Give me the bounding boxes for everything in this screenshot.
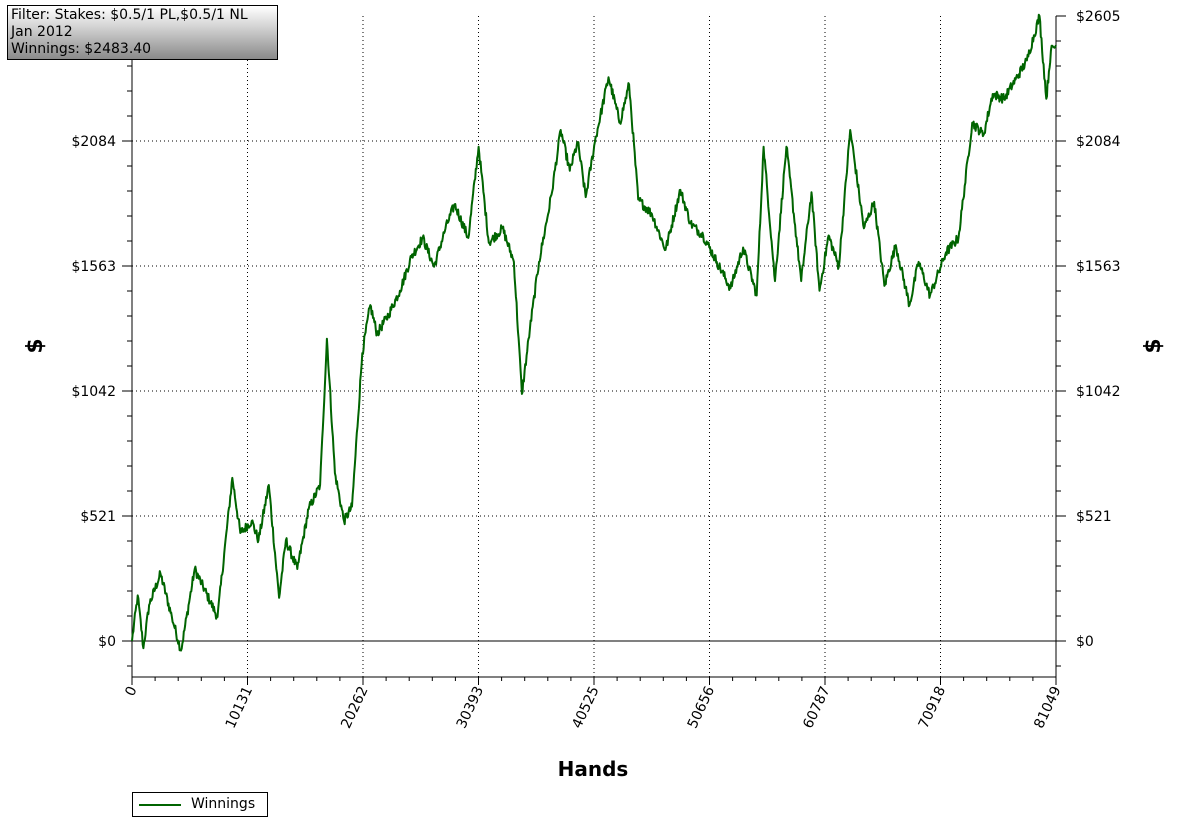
x-tick-label: 0 xyxy=(122,684,140,699)
y-tick-label-left: $0 xyxy=(98,634,116,650)
x-axis-label: Hands xyxy=(558,757,629,781)
y-tick-label-left: $1042 xyxy=(71,384,116,400)
x-tick-label: 81049 xyxy=(1031,684,1064,731)
series-line-winnings xyxy=(131,13,1057,652)
filter-winnings-text: Winnings: $2483.40 xyxy=(11,41,152,57)
legend: Winnings xyxy=(132,792,268,817)
y-axis-label-left: $ xyxy=(23,338,48,353)
x-tick-label: 10131 xyxy=(223,684,256,731)
axis-ticks xyxy=(122,15,1066,685)
y-tick-label-right: $1563 xyxy=(1076,259,1121,275)
x-tick-label: 50656 xyxy=(685,684,718,731)
x-tick-label: 70918 xyxy=(916,684,949,731)
grid-lines xyxy=(132,16,1056,677)
y-tick-label-right: $1042 xyxy=(1076,384,1121,400)
y-tick-label-left: $521 xyxy=(80,509,116,525)
legend-label-winnings: Winnings xyxy=(191,796,256,812)
y-tick-label-right: $2084 xyxy=(1076,134,1121,150)
y-tick-label-right: $0 xyxy=(1076,634,1094,650)
tick-labels: 0 10131 20262 30393 40525 50656 60787 70918 8104… xyxy=(71,9,1120,731)
x-tick-label: 40525 xyxy=(569,684,602,731)
x-tick-label: 20262 xyxy=(338,684,371,731)
y-tick-label-right: $2605 xyxy=(1076,9,1121,25)
x-tick-label: 60787 xyxy=(800,684,833,731)
x-tick-label: 30393 xyxy=(454,684,487,731)
y-tick-label-left: $1563 xyxy=(71,259,116,275)
filter-stakes-text: Filter: Stakes: $0.5/1 PL,$0.5/1 NL xyxy=(11,7,248,23)
legend-swatch-winnings xyxy=(139,804,181,806)
y-axis-label-right: $ xyxy=(1141,338,1166,353)
y-tick-label-left: $2084 xyxy=(71,134,116,150)
filter-info-box: Filter: Stakes: $0.5/1 PL,$0.5/1 NL Jan … xyxy=(7,5,278,60)
y-tick-label-right: $521 xyxy=(1076,509,1112,525)
filter-date-text: Jan 2012 xyxy=(11,24,73,40)
